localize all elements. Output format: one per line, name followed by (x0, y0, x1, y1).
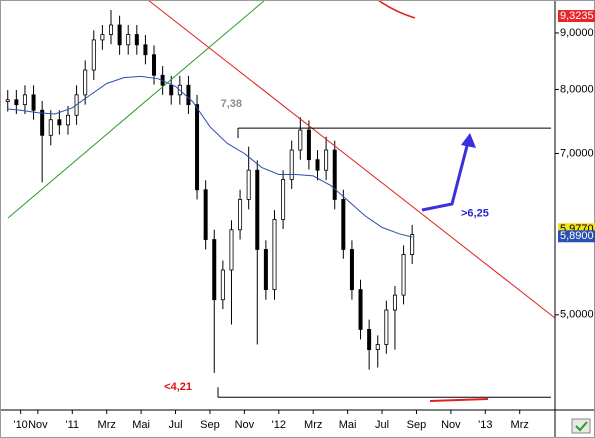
candle-body (367, 329, 372, 351)
x-tick-label: Nov (28, 419, 48, 431)
candle-body (401, 254, 406, 296)
candle-body (272, 219, 277, 291)
candle-body (134, 34, 139, 46)
x-tick-label: Mrz (98, 419, 116, 431)
moving-average (7, 75, 413, 238)
trend-line (7, 0, 266, 219)
x-tick-label: Jul (169, 419, 183, 431)
x-tick-label: Mrz (304, 419, 322, 431)
x-tick-label: Sep (200, 419, 220, 431)
candle-body (57, 119, 62, 126)
candle-body (152, 54, 157, 76)
corner-check (575, 421, 588, 432)
candle-body (169, 84, 174, 96)
corner-icon (571, 418, 591, 434)
candle-body (410, 234, 415, 255)
candle-body (195, 104, 200, 191)
candle-body (220, 269, 225, 301)
candle-body (14, 99, 19, 106)
x-tick-label: '12 (272, 419, 286, 431)
candle-body (281, 179, 286, 220)
candle-body (126, 34, 131, 46)
x-tick-label: '11 (66, 419, 80, 431)
target-label: >6,25 (461, 208, 489, 220)
candle-body (229, 229, 234, 271)
x-tick-label: '10 (13, 419, 27, 431)
candle-body (203, 189, 208, 240)
level-label: <4,21 (164, 381, 192, 393)
x-tick-label: Mai (132, 419, 150, 431)
candle-body (117, 24, 122, 46)
candle-body (5, 99, 10, 102)
trend-line (147, 0, 556, 319)
candle-body (186, 84, 191, 106)
x-tick-label: Nov (235, 419, 255, 431)
price-label-box (558, 230, 595, 243)
candle-body (40, 109, 45, 136)
candle-body (238, 199, 243, 231)
candle-body (212, 239, 217, 301)
candle-body (246, 169, 251, 200)
candle-body (143, 44, 148, 56)
x-tick-label: Jul (375, 419, 389, 431)
candle-body (392, 294, 397, 311)
candle-body (83, 69, 88, 96)
candle-body (22, 94, 27, 106)
candle-body (358, 289, 363, 330)
candle-body (91, 39, 96, 71)
candle-body (324, 149, 329, 171)
candle-body (306, 129, 311, 161)
marker-line (429, 398, 489, 402)
plot-area (5, 10, 415, 373)
candle-body (315, 159, 320, 171)
x-tick-label: Mrz (511, 419, 529, 431)
level-label: 7,38 (221, 98, 242, 110)
x-tick-label: Mai (339, 419, 357, 431)
candle-body (48, 119, 53, 136)
candle-body (109, 24, 114, 35)
candle-body (349, 249, 354, 291)
y-tick-label: 8,0000 (560, 83, 594, 95)
target-arrow (421, 141, 470, 212)
x-tick-label: Nov (441, 419, 461, 431)
y-tick-label: 7,0000 (560, 147, 594, 159)
candle-body (384, 309, 389, 345)
candle-body (263, 249, 268, 291)
candle-body (332, 149, 337, 200)
candle-body (375, 344, 380, 351)
trend-arc (377, 0, 416, 19)
price-label: 9,3235 (560, 10, 594, 22)
candle-body (289, 149, 294, 180)
arrow-head (461, 133, 476, 148)
x-tick-label: Sep (407, 419, 427, 431)
x-tick-label: '13 (478, 419, 492, 431)
candle-body (100, 34, 105, 41)
price-label-box (558, 10, 595, 23)
candle-body (255, 169, 260, 250)
y-tick-label: 5,0000 (560, 309, 594, 321)
candle-body (298, 129, 303, 151)
price-label: 5,8900 (560, 230, 594, 242)
candle-body (31, 94, 36, 111)
candle-body (341, 199, 346, 250)
y-tick-label: 9,0000 (560, 27, 594, 39)
candle-body (65, 114, 70, 126)
